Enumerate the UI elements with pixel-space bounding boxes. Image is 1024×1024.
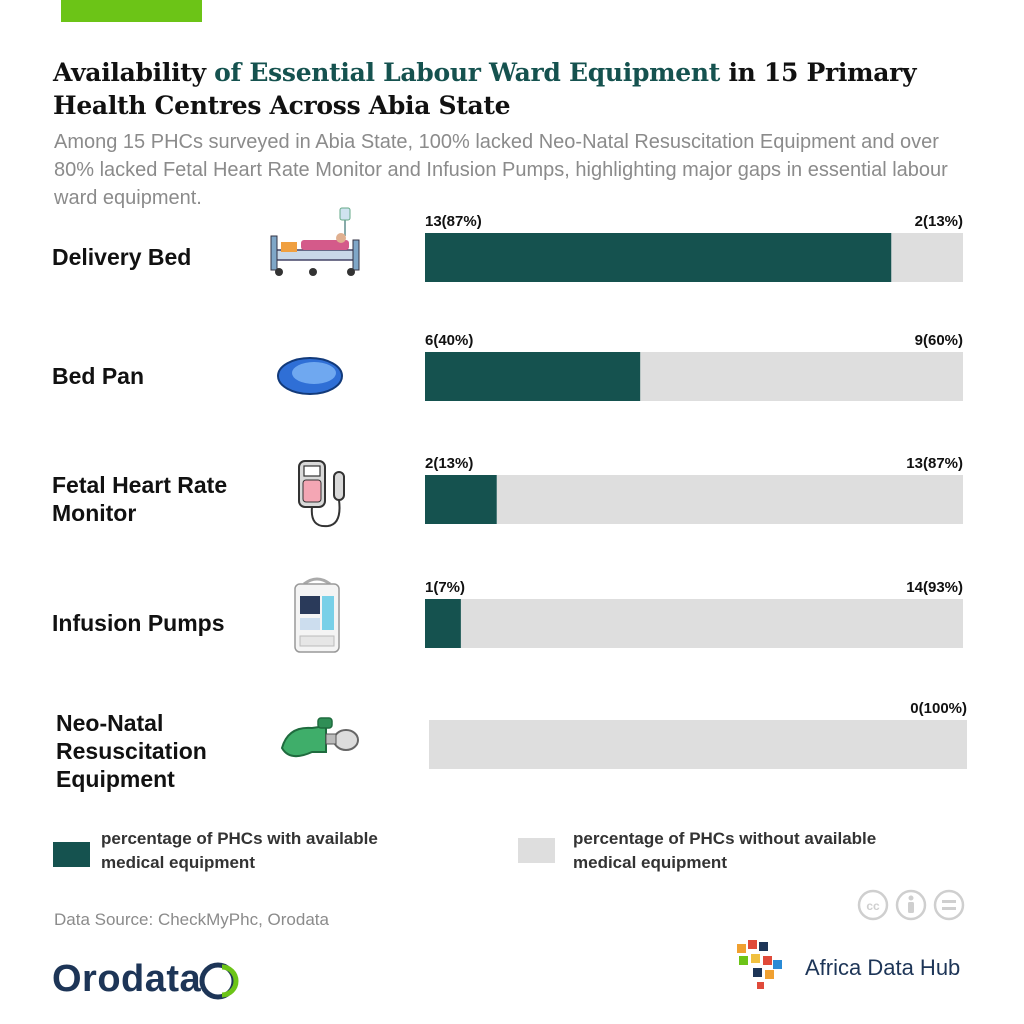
data-label-unavailable: 14(93%) <box>906 579 963 596</box>
legend-label-available: percentage of PHCs with available medica… <box>101 829 378 872</box>
category-label-delivery-bed: Delivery Bed <box>52 244 192 270</box>
data-label-unavailable: 0(100%) <box>910 700 967 717</box>
bar-available <box>425 599 461 648</box>
data-label-unavailable: 13(87%) <box>906 455 963 472</box>
category-label-neo-natal-resuscitation: Neo-Natal Resuscitation Equipment <box>56 710 207 792</box>
infusion-pump-icon <box>294 577 340 653</box>
no-derivatives-icon <box>933 889 965 921</box>
category-label-infusion-pumps: Infusion Pumps <box>52 610 225 636</box>
data-label-unavailable: 2(13%) <box>915 213 963 230</box>
africa-data-hub-logo-icon <box>737 940 782 989</box>
data-source: Data Source: CheckMyPhc, Orodata <box>54 910 329 929</box>
category-label-bed-pan: Bed Pan <box>52 363 145 389</box>
resuscitator-bag-icon <box>280 717 359 758</box>
bedpan-icon <box>277 357 343 395</box>
bar-available <box>425 475 497 524</box>
data-label-available: 13(87%) <box>425 213 482 230</box>
bar-available <box>425 233 892 282</box>
data-label-available: 1(7%) <box>425 579 465 596</box>
cc-icon: cc <box>857 889 889 921</box>
bar-unavailable <box>891 233 963 282</box>
fetal-monitor-icon <box>298 460 345 528</box>
chart-title: Availability of Essential Labour Ward Eq… <box>53 58 917 120</box>
attribution-icon <box>895 889 927 921</box>
africa-data-hub-brand: Africa Data Hub <box>805 955 961 980</box>
hospital-bed-icon <box>270 207 360 276</box>
data-label-unavailable: 9(60%) <box>915 332 963 349</box>
data-label-available: 6(40%) <box>425 332 473 349</box>
category-label-fetal-heart-rate-monitor: Fetal Heart Rate Monitor <box>52 472 228 526</box>
svg-text:cc: cc <box>866 899 880 913</box>
bar-unavailable <box>496 475 963 524</box>
orodata-logo-icon <box>199 962 239 1000</box>
chart-subtitle: Among 15 PHCs surveyed in Abia State, 10… <box>54 131 948 209</box>
license-icons: cc <box>857 889 965 921</box>
bar-unavailable <box>640 352 963 401</box>
legend-swatch-unavailable <box>518 838 555 863</box>
legend-label-unavailable: percentage of PHCs without available med… <box>573 829 877 872</box>
bar-available <box>425 352 641 401</box>
bar-unavailable <box>460 599 963 648</box>
data-label-available: 2(13%) <box>425 455 473 472</box>
orodata-brand: Orodata <box>52 958 202 1000</box>
accent-bar <box>61 0 202 22</box>
bar-unavailable <box>429 720 967 769</box>
legend-swatch-available <box>53 842 90 867</box>
